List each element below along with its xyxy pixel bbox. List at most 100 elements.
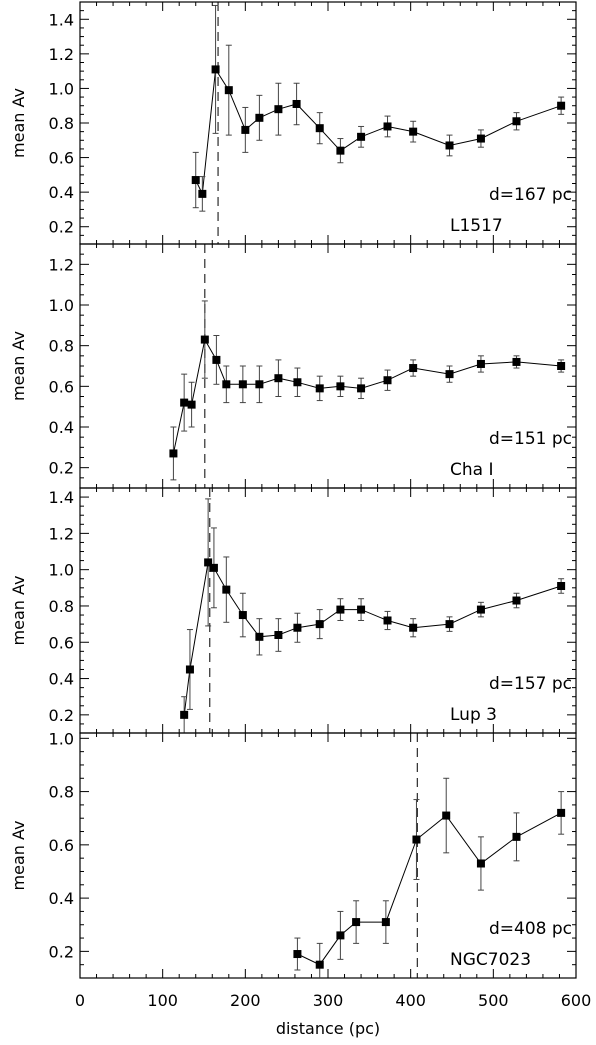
- x-tick-label: 400: [395, 991, 426, 1010]
- series-layer: [191, 2, 566, 244]
- data-point: [357, 384, 366, 393]
- plot-frame: [79, 732, 577, 979]
- data-point: [238, 611, 247, 620]
- data-point: [274, 374, 283, 383]
- data-point: [409, 623, 418, 632]
- x-tick-label: 300: [313, 991, 344, 1010]
- data-point: [224, 86, 233, 95]
- data-point: [557, 101, 566, 110]
- data-point: [512, 596, 521, 605]
- data-point: [212, 355, 221, 364]
- annotation-distance: d=408 pc: [489, 919, 572, 939]
- y-tick-label: 0.4: [49, 889, 74, 908]
- y-tick-label: 1.2: [49, 255, 74, 274]
- plot-frame: [79, 243, 577, 489]
- data-point: [476, 605, 485, 614]
- annotation-distance: d=167 pc: [489, 185, 572, 205]
- annotation-distance: d=151 pc: [489, 429, 572, 449]
- data-point: [336, 605, 345, 614]
- data-point: [293, 623, 302, 632]
- data-point: [180, 398, 189, 407]
- panel-2: 0.2 0.4 0.6 0.8 1.0 1.2 mean Av d=151 pc Cha I: [9, 243, 577, 489]
- y-tick-label: 1.0: [49, 79, 74, 98]
- x-axis: 0 100 200 300 400 500 600: [75, 991, 591, 1010]
- y-axis-label: mean Av: [9, 88, 28, 158]
- y-tick-label: 0.2: [49, 459, 74, 478]
- data-point: [381, 918, 390, 927]
- data-point: [191, 176, 200, 185]
- y-tick-label: 0.8: [49, 783, 74, 802]
- data-point: [292, 99, 301, 108]
- y-tick-label: 1.4: [49, 488, 74, 507]
- y-tick-label: 0.6: [49, 633, 74, 652]
- data-point: [211, 65, 220, 74]
- annotation-distance: d=157 pc: [489, 674, 572, 694]
- y-tick-label: 0.4: [49, 183, 74, 202]
- y-tick-label: 1.0: [49, 561, 74, 580]
- data-point: [198, 189, 207, 198]
- data-point: [445, 370, 454, 379]
- x-tick-label: 600: [561, 991, 592, 1010]
- data-point: [200, 335, 209, 344]
- y-axis-label: mean Av: [9, 331, 28, 401]
- data-point: [255, 113, 264, 122]
- x-tick-label: 200: [230, 991, 261, 1010]
- data-point: [512, 832, 521, 841]
- y-axis-label: mean Av: [9, 821, 28, 891]
- panels-group: 0.2 0.4 0.6 0.8 1.0 1.2 1.4 mean Av d=167 pc L151…: [9, 1, 577, 979]
- y-tick-label: 0.6: [49, 377, 74, 396]
- data-point: [383, 122, 392, 131]
- annotation-cloud: Lup 3: [450, 705, 497, 725]
- data-point: [476, 859, 485, 868]
- data-point: [315, 620, 324, 629]
- y-tick-label: 0.2: [49, 706, 74, 725]
- y-tick-label: 0.4: [49, 418, 74, 437]
- data-point: [238, 380, 247, 389]
- y-tick-label: 1.2: [49, 524, 74, 543]
- y-tick-label: 1.2: [49, 45, 74, 64]
- data-point: [222, 380, 231, 389]
- data-point: [445, 141, 454, 150]
- y-tick-label: 0.6: [49, 836, 74, 855]
- data-point: [557, 582, 566, 590]
- data-point: [204, 558, 213, 567]
- x-axis-label: distance (pc): [276, 1019, 380, 1038]
- x-tick-label: 500: [478, 991, 509, 1010]
- data-point: [169, 449, 178, 458]
- x-tick-label: 0: [75, 991, 85, 1010]
- data-point: [222, 585, 231, 594]
- plot-frame: [79, 1, 577, 245]
- data-point: [383, 616, 392, 625]
- data-point: [336, 382, 345, 391]
- data-point: [293, 950, 302, 959]
- data-point: [352, 918, 361, 927]
- data-point: [512, 117, 521, 126]
- plot-frame: [79, 487, 577, 734]
- data-point: [293, 378, 302, 387]
- data-point: [187, 400, 196, 409]
- data-point: [274, 631, 283, 639]
- series-line: [297, 812, 562, 966]
- data-point: [241, 125, 250, 134]
- data-point: [336, 931, 345, 940]
- y-tick-label: 1.0: [49, 729, 74, 748]
- y-tick-label: 0.8: [49, 337, 74, 356]
- y-tick-label: 0.8: [49, 597, 74, 616]
- y-axis-label: mean Av: [9, 576, 28, 646]
- y-tick-label: 0.2: [49, 218, 74, 237]
- data-point: [180, 710, 189, 719]
- panel-3: 0.2 0.4 0.6 0.8 1.0 1.2 1.4 mean Av d=157 pc Lup …: [9, 487, 577, 734]
- data-point: [557, 808, 566, 817]
- data-point: [255, 380, 264, 389]
- data-point: [255, 632, 264, 641]
- annotation-cloud: NGC7023: [450, 950, 531, 970]
- data-point: [315, 384, 324, 393]
- data-point: [274, 105, 283, 114]
- data-point: [409, 364, 418, 373]
- data-point: [336, 146, 345, 155]
- data-point: [476, 134, 485, 143]
- panel-1: 0.2 0.4 0.6 0.8 1.0 1.2 1.4 mean Av d=167 pc L151…: [9, 1, 577, 245]
- data-point: [557, 362, 566, 370]
- data-point: [476, 359, 485, 368]
